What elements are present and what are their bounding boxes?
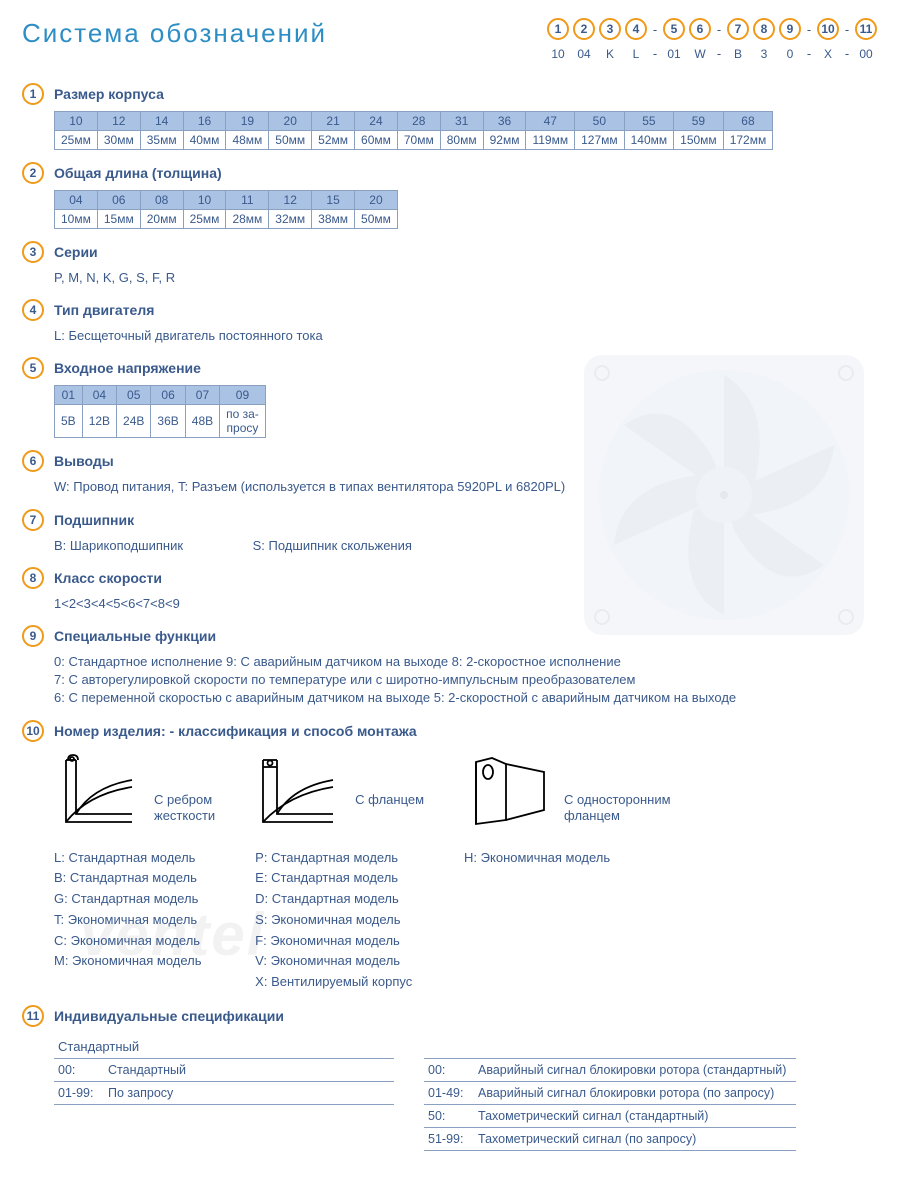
- motor-type-text: L: Бесщеточный двигатель постоянного ток…: [54, 327, 877, 345]
- mount-option-1: С фланцемP: Стандартная модельE: Стандар…: [255, 752, 424, 994]
- spec-table-left: 00:Стандартный01-99:По запросу: [54, 1059, 394, 1105]
- code-label-10: X: [817, 47, 839, 61]
- code-position-6: 6: [689, 18, 711, 40]
- code-label-11: 00: [855, 47, 877, 61]
- leads-text: W: Провод питания, T: Разъем (использует…: [54, 478, 877, 496]
- section-title-11: Индивидуальные спецификации: [54, 1008, 284, 1024]
- code-label-4: L: [625, 47, 647, 61]
- spec-head-blank: [424, 1035, 796, 1059]
- section-number-4: 4: [22, 299, 44, 321]
- section-title-7: Подшипник: [54, 512, 134, 528]
- code-position-1: 1: [547, 18, 569, 40]
- mounting-options: С ребром жесткостиL: Стандартная модельB…: [54, 752, 877, 994]
- code-label-5: 01: [663, 47, 685, 61]
- page-title: Система обозначений: [22, 18, 327, 49]
- code-position-4: 4: [625, 18, 647, 40]
- series-text: P, M, N, K, G, S, F, R: [54, 269, 877, 287]
- mount-caption: С ребром жесткости: [154, 752, 215, 826]
- section-number-9: 9: [22, 625, 44, 647]
- mount-option-0: С ребром жесткостиL: Стандартная модельB…: [54, 752, 215, 994]
- section-title-8: Класс скорости: [54, 570, 162, 586]
- mount-option-2: С односторонним фланцемH: Экономичная мо…: [464, 752, 671, 994]
- code-position-7: 7: [727, 18, 749, 40]
- mount-caption: С односторонним фланцем: [564, 752, 671, 826]
- code-position-9: 9: [779, 18, 801, 40]
- code-label-6: W: [689, 47, 711, 61]
- code-position-8: 8: [753, 18, 775, 40]
- section-title-1: Размер корпуса: [54, 86, 164, 102]
- frame-size-table: 1012141619202124283136475055596825мм30мм…: [54, 111, 773, 150]
- section-title-2: Общая длина (толщина): [54, 165, 222, 181]
- code-label-1: 10: [547, 47, 569, 61]
- section-number-1: 1: [22, 83, 44, 105]
- section-number-10: 10: [22, 720, 44, 742]
- section-title-9: Специальные функции: [54, 628, 216, 644]
- special-functions-text: 0: Стандартное исполнение 9: С аварийным…: [54, 653, 877, 708]
- section-number-11: 11: [22, 1005, 44, 1027]
- code-label-9: 0: [779, 47, 801, 61]
- code-label-2: 04: [573, 47, 595, 61]
- code-position-5: 5: [663, 18, 685, 40]
- voltage-table: 0104050607095В12В24В36В48Впо за- просу: [54, 385, 266, 438]
- section-number-2: 2: [22, 162, 44, 184]
- section-title-10: Номер изделия: - классификация и способ …: [54, 723, 417, 739]
- code-label-7: B: [727, 47, 749, 61]
- code-label-3: K: [599, 47, 621, 61]
- section-number-8: 8: [22, 567, 44, 589]
- section-number-3: 3: [22, 241, 44, 263]
- speed-class-text: 1<2<3<4<5<6<7<8<9: [54, 595, 877, 613]
- individual-specs: Стандартный 00:Стандартный01-99:По запро…: [54, 1035, 877, 1151]
- code-position-3: 3: [599, 18, 621, 40]
- section-title-5: Входное напряжение: [54, 360, 201, 376]
- code-label-8: 3: [753, 47, 775, 61]
- spec-head-standard: Стандартный: [54, 1035, 394, 1059]
- section-title-6: Выводы: [54, 453, 114, 469]
- designation-code: 1234-56-789-10-11 1004KL-01W-B30-X-00: [547, 18, 877, 61]
- section-number-7: 7: [22, 509, 44, 531]
- section-title-3: Серии: [54, 244, 98, 260]
- code-position-11: 11: [855, 18, 877, 40]
- length-table: 040608101112152010мм15мм20мм25мм28мм32мм…: [54, 190, 398, 229]
- spec-table-right: 00:Аварийный сигнал блокировки ротора (с…: [424, 1059, 796, 1151]
- code-position-10: 10: [817, 18, 839, 40]
- section-title-4: Тип двигателя: [54, 302, 154, 318]
- mount-caption: С фланцем: [355, 752, 424, 809]
- section-number-5: 5: [22, 357, 44, 379]
- code-position-2: 2: [573, 18, 595, 40]
- section-number-6: 6: [22, 450, 44, 472]
- bearing-text: B: Шарикоподшипник S: Подшипник скольжен…: [54, 537, 877, 555]
